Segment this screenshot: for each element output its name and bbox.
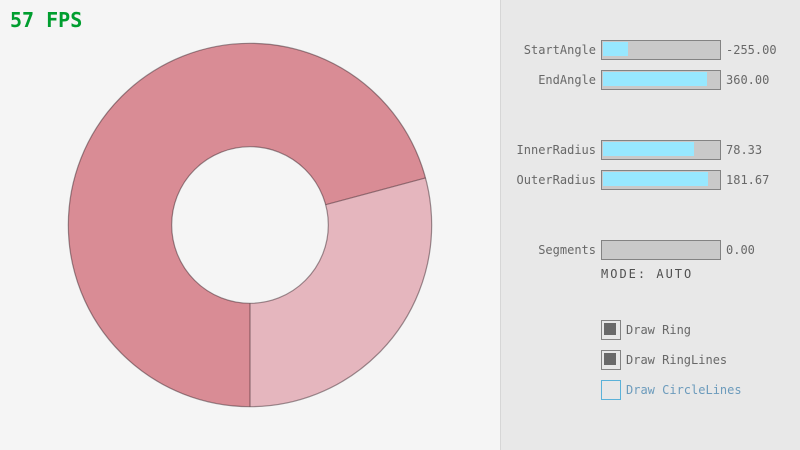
slider-segments[interactable] (601, 240, 721, 260)
slider-value-segments: 0.00 (726, 243, 755, 257)
control-panel: StartAngle -255.00 EndAngle 360.00 InnerRadi… (500, 0, 800, 450)
slider-fill-end-angle (603, 72, 708, 86)
ring-radial-line-start (325, 177, 426, 206)
slider-start-angle[interactable] (601, 40, 721, 60)
checkbox-draw-ring[interactable] (601, 320, 621, 340)
checkbox-draw-circlelines[interactable] (601, 380, 621, 400)
checkmark-icon (604, 353, 616, 365)
checkbox-row-draw-ring: Draw Ring (501, 320, 800, 340)
slider-outer-radius[interactable] (601, 170, 721, 190)
slider-value-inner-radius: 78.33 (726, 143, 763, 157)
checkbox-row-draw-ringlines: Draw RingLines (501, 350, 800, 370)
slider-fill-outer-radius (603, 172, 709, 186)
checkbox-label-draw-ringlines: Draw RingLines (626, 353, 728, 367)
ring-outer-outline (67, 42, 433, 408)
slider-value-end-angle: 360.00 (726, 73, 770, 87)
slider-fill-inner-radius (603, 142, 694, 156)
ring-canvas (67, 42, 433, 408)
slider-row-start-angle: StartAngle -255.00 (501, 40, 800, 60)
slider-inner-radius[interactable] (601, 140, 721, 160)
slider-label-end-angle: EndAngle (538, 73, 596, 87)
slider-value-start-angle: -255.00 (726, 43, 777, 57)
checkbox-draw-ringlines[interactable] (601, 350, 621, 370)
slider-label-segments: Segments (538, 243, 596, 257)
ring-inner-outline (171, 146, 329, 304)
slider-row-end-angle: EndAngle 360.00 (501, 70, 800, 90)
segments-mode-label: MODE: AUTO (601, 267, 694, 281)
checkmark-icon (604, 323, 616, 335)
slider-row-outer-radius: OuterRadius 181.67 (501, 170, 800, 190)
ring-sector-single-pass (250, 177, 432, 407)
slider-label-outer-radius: OuterRadius (516, 173, 596, 187)
slider-fill-start-angle (603, 42, 629, 56)
ring-sector-double-pass (68, 43, 426, 407)
slider-row-inner-radius: InnerRadius 78.33 (501, 140, 800, 160)
checkbox-label-draw-ring: Draw Ring (626, 323, 692, 337)
slider-row-segments: Segments 0.00 (501, 240, 800, 260)
slider-value-outer-radius: 181.67 (726, 173, 770, 187)
slider-label-inner-radius: InnerRadius (516, 143, 596, 157)
slider-end-angle[interactable] (601, 70, 721, 90)
fps-counter: 57 FPS (10, 8, 83, 32)
slider-label-start-angle: StartAngle (523, 43, 596, 57)
checkbox-row-draw-circlelines: Draw CircleLines (501, 380, 800, 400)
checkbox-label-draw-circlelines: Draw CircleLines (626, 383, 742, 397)
